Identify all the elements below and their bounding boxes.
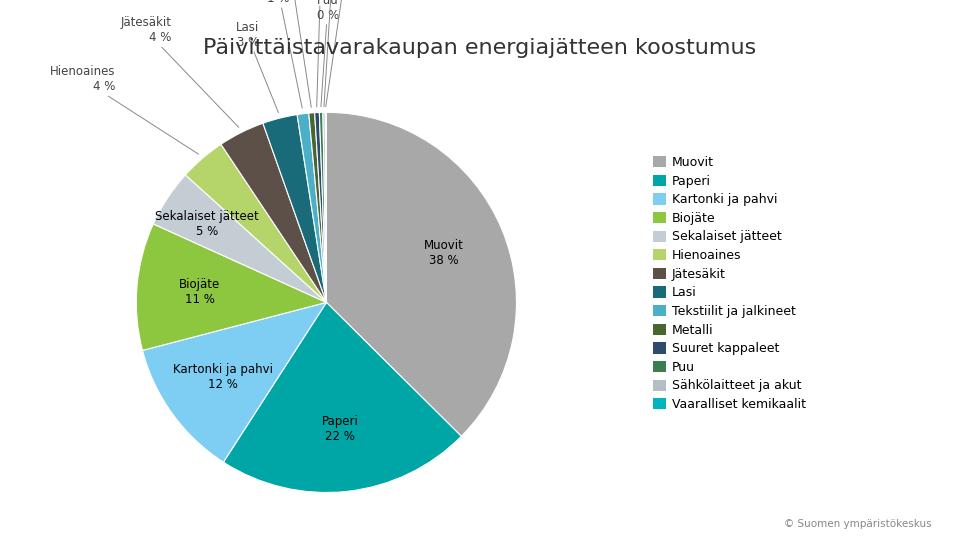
Text: Puu
0 %: Puu 0 % bbox=[317, 0, 339, 107]
Text: Paperi
22 %: Paperi 22 % bbox=[322, 415, 359, 443]
Wedge shape bbox=[185, 144, 326, 302]
Wedge shape bbox=[221, 123, 326, 302]
Wedge shape bbox=[154, 175, 326, 302]
Text: Biojäte
11 %: Biojäte 11 % bbox=[179, 278, 220, 306]
Wedge shape bbox=[323, 112, 326, 302]
Text: Suuret kappaleet
0 %: Suuret kappaleet 0 % bbox=[270, 0, 372, 107]
Text: Sähkölaitteet ja akut
0 %: Sähkölaitteet ja akut 0 % bbox=[271, 0, 394, 106]
Wedge shape bbox=[263, 114, 326, 302]
Text: Jätesäkit
4 %: Jätesäkit 4 % bbox=[120, 16, 239, 127]
Wedge shape bbox=[142, 302, 326, 462]
Wedge shape bbox=[297, 113, 326, 302]
Wedge shape bbox=[309, 113, 326, 302]
Legend: Muovit, Paperi, Kartonki ja pahvi, Biojäte, Sekalaiset jätteet, Hienoaines, Jäte: Muovit, Paperi, Kartonki ja pahvi, Biojä… bbox=[650, 152, 809, 415]
Text: Lasi
3 %: Lasi 3 % bbox=[235, 21, 278, 112]
Text: Muovit
38 %: Muovit 38 % bbox=[424, 239, 464, 267]
Wedge shape bbox=[320, 112, 326, 302]
Text: Vaaralliset kemikaalit
0 %: Vaaralliset kemikaalit 0 % bbox=[281, 0, 408, 106]
Wedge shape bbox=[315, 112, 326, 302]
Wedge shape bbox=[325, 112, 326, 302]
Text: Hienoaines
4 %: Hienoaines 4 % bbox=[49, 65, 199, 154]
Text: Metalli
0 %: Metalli 0 % bbox=[265, 0, 311, 107]
Text: © Suomen ympäristökeskus: © Suomen ympäristökeskus bbox=[783, 519, 931, 529]
Text: Kartonki ja pahvi
12 %: Kartonki ja pahvi 12 % bbox=[173, 363, 274, 391]
Text: Tekstiilit ja jalkineet
1 %: Tekstiilit ja jalkineet 1 % bbox=[219, 0, 337, 108]
Wedge shape bbox=[136, 224, 326, 350]
Text: Sekalaiset jätteet
5 %: Sekalaiset jätteet 5 % bbox=[156, 210, 259, 238]
Wedge shape bbox=[326, 112, 516, 436]
Wedge shape bbox=[224, 302, 462, 492]
Text: Päivittäistavarakaupan energiajätteen koostumus: Päivittäistavarakaupan energiajätteen ko… bbox=[204, 38, 756, 58]
